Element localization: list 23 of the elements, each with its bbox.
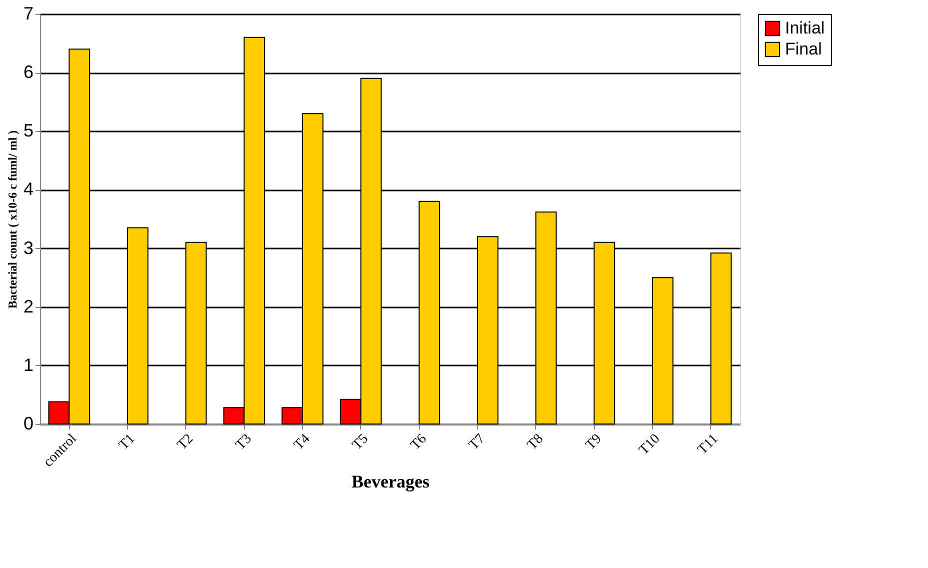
x-tick-label: T10: [636, 432, 664, 458]
x-tick-label: T4: [291, 432, 314, 454]
legend-label: Initial: [785, 18, 825, 38]
y-tick-label: 0: [23, 414, 34, 434]
y-tick-label: 3: [23, 238, 34, 258]
x-tick-label: T7: [466, 432, 488, 454]
y-tick-label: 6: [23, 62, 34, 82]
x-tick-label: T5: [350, 432, 372, 454]
y-tick-label: 5: [23, 120, 34, 141]
y-tick-label: 7: [23, 4, 34, 24]
y-tick-label: 1: [23, 354, 34, 375]
x-axis-title: Beverages: [352, 471, 430, 492]
x-tick-label: T8: [524, 432, 546, 454]
x-tick-label: T6: [408, 432, 430, 454]
legend-label: Final: [785, 40, 822, 58]
x-tick-label: T3: [233, 432, 255, 454]
x-tick-label: T9: [583, 432, 605, 454]
x-tick-label: T11: [695, 432, 722, 458]
y-tick-label: 2: [23, 296, 34, 316]
y-tick-label: 4: [23, 179, 34, 200]
x-tick-label: T1: [116, 432, 138, 454]
y-axis-title: Bacterial count ( x10-6 c fuml/ ml ): [5, 130, 20, 309]
x-tick-label: T2: [174, 432, 196, 454]
